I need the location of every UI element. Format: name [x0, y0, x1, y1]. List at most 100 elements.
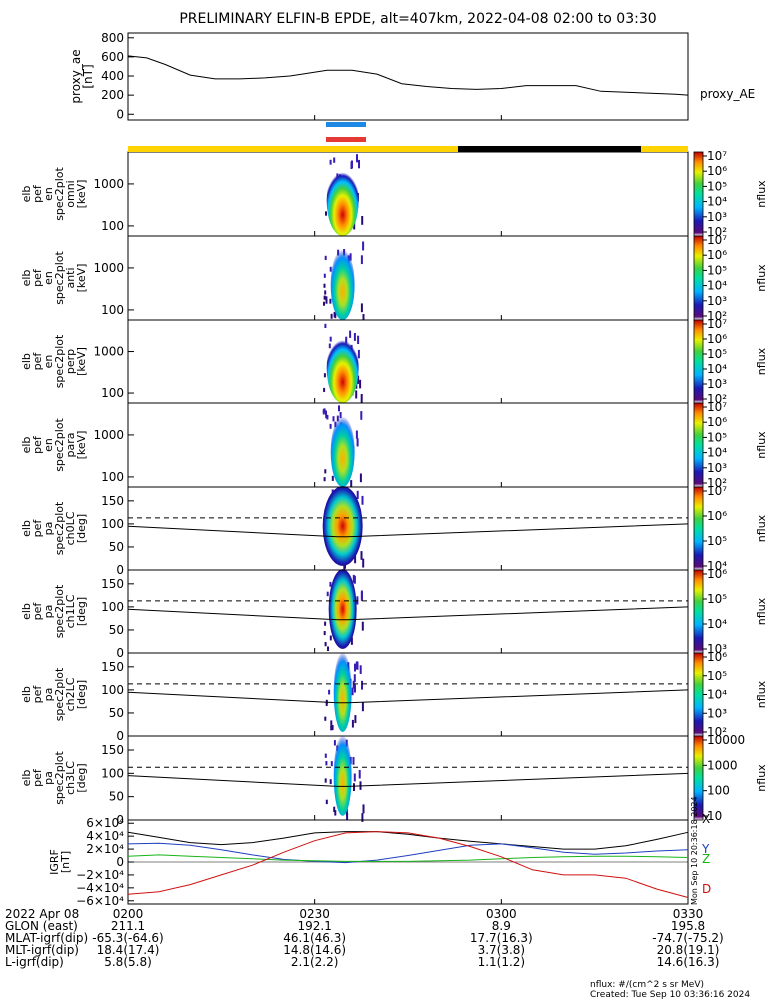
spectrogram-speckle — [358, 770, 361, 779]
spectrogram-speckle — [326, 415, 329, 420]
spectrogram-speckle — [350, 161, 353, 170]
colorbar — [693, 402, 704, 488]
colorbar-tick-label: 10⁵ — [707, 534, 727, 548]
spectrogram-speckle — [358, 159, 360, 169]
colorbar-tick-label: 10 — [707, 809, 722, 823]
colorbar-label: nflux — [755, 764, 768, 792]
spectrogram-ylabel: elbpefpaspec2plotch2LC[deg] — [20, 667, 88, 721]
spectrogram-speckle — [325, 413, 328, 419]
spectrogram-ytick-label: 1000 — [93, 261, 124, 275]
proxy-ae-ytick-label: 800 — [101, 31, 124, 45]
colorbar-tick-label: 10⁵ — [707, 592, 727, 606]
spectrogram-speckle — [353, 575, 356, 584]
orbit-indicator-bars — [128, 122, 688, 152]
proxy-ae-ytick-label: 600 — [101, 50, 124, 64]
spectrogram-panel-4: 1000100elbpefenspec2plotpara[keV]10⁷10⁶1… — [20, 400, 768, 490]
proxy-ae-ytick-label: 0 — [116, 107, 124, 121]
igrf-panel: 6×10⁴4×10⁴2×10⁴0−2×10⁴−4×10⁴−6×10⁴XYZDIG… — [48, 812, 711, 908]
colorbar-tick-label: 10⁷ — [707, 400, 727, 414]
plot-title: PRELIMINARY ELFIN-B EPDE, alt=407km, 202… — [179, 11, 656, 27]
spectrogram-speckle — [329, 336, 332, 342]
spectrogram-bg — [128, 487, 688, 570]
spectrogram-speckle — [357, 335, 360, 345]
proxy-ae-ytick-label: 400 — [101, 69, 124, 83]
spectrogram-speckle — [330, 761, 333, 767]
spectrogram-speckle — [353, 773, 356, 782]
footer: 2022 Apr 08 0200 0230 0300 0330 GLON (east) 21… — [5, 907, 724, 969]
spectrogram-speckle — [359, 379, 362, 389]
spectrogram-speckle — [354, 684, 356, 693]
colorbar-tick-label: 10⁶ — [707, 415, 727, 429]
spectrogram-ytick-label: 100 — [101, 470, 124, 484]
colorbar-tick-label: 10⁴ — [707, 688, 727, 702]
footer-value: 0300 — [486, 907, 517, 921]
spectrogram-speckle — [329, 423, 332, 429]
colorbar-tick-label: 100 — [707, 784, 730, 798]
colorbar — [693, 569, 704, 654]
spectrogram-speckle — [361, 495, 364, 505]
spectrogram-bg — [128, 320, 688, 403]
spectrogram-ylabel: elbpefenspec2plotanti[keV] — [20, 251, 88, 305]
colorbar-tick-label: 10⁵ — [707, 179, 727, 193]
spectrogram-bg — [128, 653, 688, 736]
colorbar-tick-label: 10⁵ — [707, 347, 727, 361]
igrf-series-line — [127, 854, 689, 862]
footer-value: 18.4(17.4) — [97, 943, 160, 957]
spectrogram-panel-6: 150 100 50 0 elbpefpaspec2plotch1LC[deg] 10⁶ 1… — [20, 567, 768, 660]
side-timestamp: Mon Sep 10 20:36:18 2024 — [690, 796, 699, 905]
spectrogram-ytick-label: 0 — [116, 563, 124, 577]
igrf-ytick-label: 2×10⁴ — [86, 842, 124, 856]
proxy-ae-ytick-label: 200 — [101, 88, 124, 102]
igrf-ytick-label: 6×10⁴ — [86, 816, 124, 830]
proxy-ae-line — [127, 55, 689, 96]
spectrogram-ylabel: elbpefenspec2plotpara[keV] — [20, 418, 88, 472]
spectrogram-speckle — [350, 637, 353, 645]
colorbar — [693, 735, 704, 821]
colorbar-tick-label: 10⁷ — [707, 484, 727, 498]
colorbar — [693, 319, 704, 404]
spectrogram-ytick-label: 1000 — [93, 345, 124, 359]
colorbar-tick-label: 10³ — [707, 706, 727, 720]
spectrogram-ytick-label: 50 — [109, 623, 124, 637]
colorbar-tick-label: 10⁶ — [707, 164, 727, 178]
colorbar-tick-label: 10⁶ — [707, 248, 727, 262]
igrf-ytick-label: −4×10⁴ — [76, 881, 124, 895]
colorbar-tick-label: 10⁴ — [707, 559, 727, 573]
colorbar-tick-label: 10³ — [707, 377, 727, 391]
spectrogram-ytick-label: 150 — [101, 577, 124, 591]
igrf-ytick-label: −2×10⁴ — [76, 868, 124, 882]
spectrogram-speckle — [351, 719, 354, 728]
spectrogram-speckle — [357, 349, 360, 359]
spectrogram-speckle — [325, 296, 328, 301]
spectrogram-ytick-label: 100 — [101, 600, 124, 614]
spectrogram-speckle — [323, 283, 326, 288]
spectrogram-speckle — [324, 621, 327, 626]
spectrogram-speckle — [356, 154, 358, 163]
footer-value: 17.7(16.3) — [470, 931, 533, 945]
footer-value: 46.1(46.3) — [283, 931, 346, 945]
colorbar-tick-label: 10⁶ — [707, 332, 727, 346]
spectrogram-panel-8: 150 100 50 0 elbpefpaspec2plotch3LC[deg] 1000… — [20, 733, 768, 827]
spectrogram-speckle — [325, 299, 328, 304]
colorbar-label: nflux — [755, 680, 768, 708]
colorbar-tick-label: 1000 — [707, 758, 738, 772]
footer-row-label: L-igrf(dip) — [5, 955, 64, 969]
spectrogram-speckle — [334, 312, 337, 319]
spectrogram-speckle — [359, 665, 362, 674]
spectrogram-speckle — [323, 631, 326, 636]
spectrogram-speckle — [339, 412, 342, 419]
spectrogram-speckle — [360, 255, 363, 265]
colorbar-tick-label: 10⁶ — [707, 509, 727, 523]
spectrogram-speckle — [360, 303, 363, 313]
spectrogram-ytick-label: 150 — [101, 494, 124, 508]
spectrogram-speckle — [322, 410, 325, 415]
spectrogram-speckle — [354, 663, 356, 672]
spectrogram-ytick-label: 100 — [101, 386, 124, 400]
spectrogram-speckle — [333, 157, 336, 163]
spectrogram-speckle — [362, 314, 365, 323]
footer-value: 14.6(16.3) — [657, 955, 720, 969]
spectrogram-ytick-label: 50 — [109, 540, 124, 554]
colorbar-tick-label: 10⁴ — [707, 617, 727, 631]
spectrogram-speckle — [331, 475, 334, 481]
spectrogram-speckle — [353, 333, 356, 341]
